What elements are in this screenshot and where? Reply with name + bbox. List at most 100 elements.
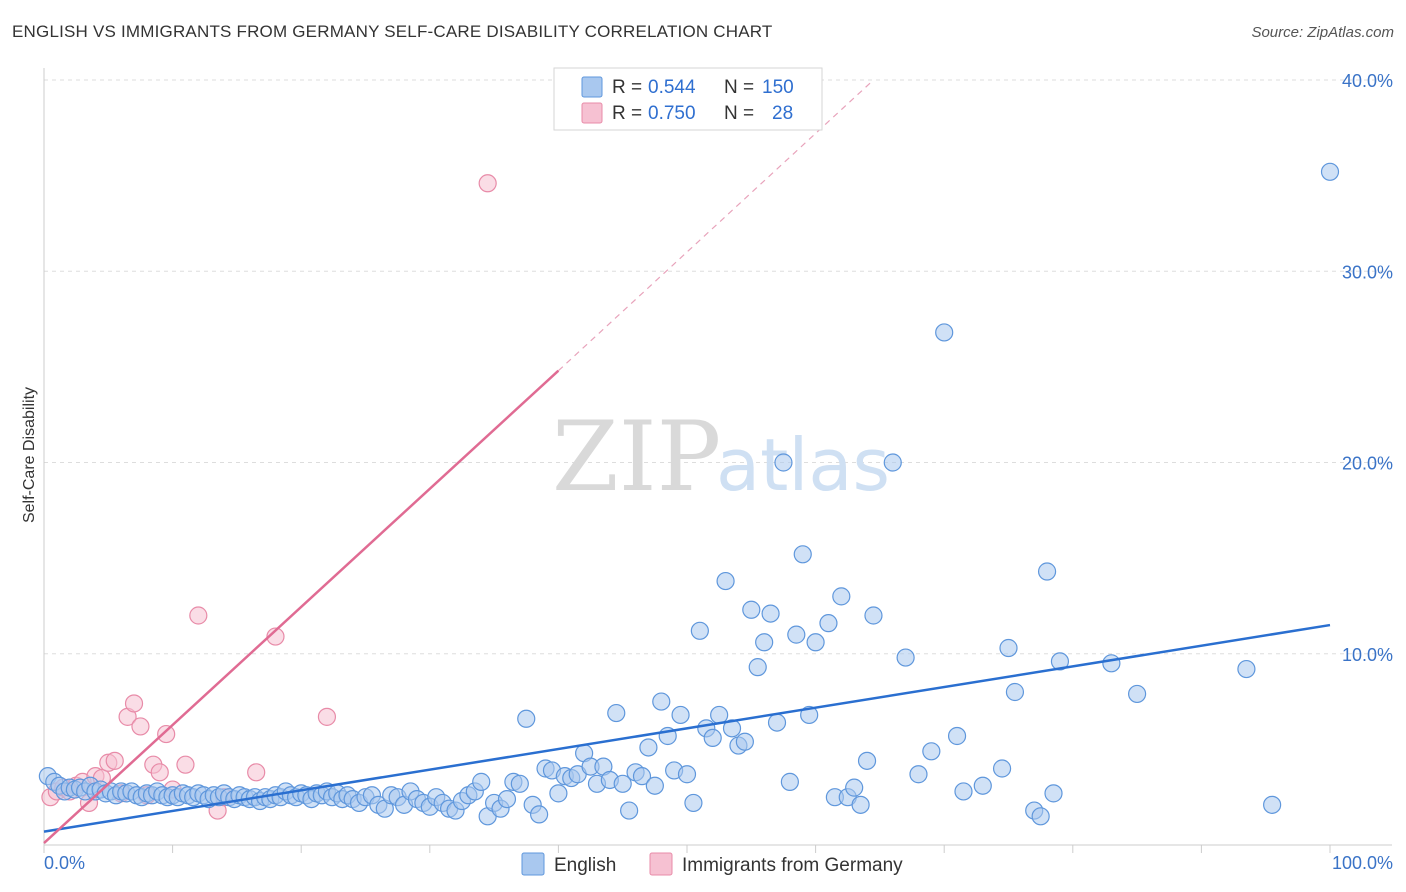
german-point (266, 627, 285, 646)
english-point (497, 789, 517, 809)
german-point (131, 717, 150, 736)
english-n-value: 150 (762, 77, 794, 98)
y-tick-label-1: 20.0% (1342, 454, 1393, 474)
german-n-label: N = (724, 103, 754, 124)
english-point (735, 732, 754, 751)
english-point (549, 784, 568, 803)
english-trend-line (43, 623, 1331, 833)
german-r-value: 0.750 (648, 103, 696, 124)
y-tick-labels: 10.0% 20.0% 30.0% 40.0% (1342, 71, 1393, 665)
german-point (157, 724, 176, 744)
english-point (896, 648, 915, 667)
english-point (1037, 562, 1057, 581)
german-point (478, 174, 497, 193)
german-point (317, 707, 337, 726)
english-point (1031, 807, 1050, 826)
english-point (864, 606, 883, 625)
english-point (793, 545, 812, 564)
english-point (800, 705, 819, 725)
english-point (755, 633, 774, 652)
german-point (247, 763, 266, 782)
english-point (510, 774, 529, 793)
bottom-legend-english-swatch (521, 852, 545, 876)
english-point (690, 621, 709, 640)
english-point (1005, 682, 1025, 702)
bottom-legend-english-label: English (554, 855, 616, 876)
english-point (722, 719, 742, 738)
english-point (806, 633, 825, 652)
german-point (189, 606, 208, 625)
english-point (703, 728, 722, 748)
english-point (1044, 784, 1063, 803)
english-r-label: R = (612, 77, 642, 98)
grid-lines (44, 79, 1392, 655)
english-point (652, 692, 671, 711)
german-trend-line (43, 369, 560, 845)
english-point (742, 600, 761, 619)
english-point (973, 776, 992, 795)
english-point (710, 705, 729, 725)
bottom-legend: English Immigrants from Germany (521, 852, 903, 876)
english-point (684, 793, 703, 813)
english-point (1237, 659, 1256, 679)
x-tick-label-1: 100.0% (1332, 853, 1393, 873)
english-point (677, 765, 697, 784)
english-point (780, 772, 799, 791)
english-point (774, 453, 793, 472)
english-point (954, 782, 973, 801)
english-point (517, 709, 536, 728)
english-point (845, 778, 864, 797)
english-point (639, 738, 658, 757)
watermark: ZIP atlas (552, 401, 890, 513)
chart-title: ENGLISH VS IMMIGRANTS FROM GERMANY SELF-… (12, 22, 773, 41)
english-point (999, 638, 1018, 658)
english-point (819, 614, 838, 633)
english-point (671, 705, 690, 725)
y-tick-label-0: 10.0% (1342, 645, 1393, 665)
english-point (607, 703, 626, 723)
english-point (922, 742, 941, 761)
english-point (1102, 654, 1121, 673)
english-point (632, 767, 652, 786)
english-legend-swatch (581, 76, 603, 98)
y-axis-label: Self-Care Disability (21, 387, 38, 523)
english-point (851, 795, 870, 814)
english-point (787, 625, 806, 644)
german-n-value: 28 (772, 103, 793, 124)
german-point (105, 751, 124, 770)
english-point (832, 587, 851, 606)
y-tick-label-2: 30.0% (1342, 262, 1393, 282)
english-n-label: N = (724, 77, 754, 98)
english-point (1050, 652, 1070, 671)
chart-source: Source: ZipAtlas.com (1251, 24, 1394, 41)
german-r-label: R = (612, 103, 642, 124)
english-point (620, 801, 639, 820)
english-point (716, 571, 735, 591)
english-point (1127, 684, 1147, 704)
english-point (1320, 162, 1340, 181)
english-point (767, 713, 787, 732)
english-point (935, 323, 954, 342)
english-point (992, 759, 1012, 778)
english-point (761, 604, 780, 623)
watermark-zip: ZIP (552, 401, 721, 513)
stats-legend: R = 0.544 N = 150 R = 0.750 N = 28 (553, 67, 823, 131)
english-point (645, 776, 664, 795)
bottom-legend-german-swatch (649, 852, 673, 876)
english-point (857, 751, 877, 770)
english-point (472, 772, 491, 791)
german-point (124, 694, 144, 713)
english-point (909, 765, 928, 784)
y-tick-label-3: 40.0% (1342, 71, 1393, 91)
watermark-atlas: atlas (716, 423, 890, 507)
english-point (1263, 795, 1282, 814)
axes (43, 68, 1392, 853)
english-point (748, 658, 767, 677)
bottom-legend-german-label: Immigrants from Germany (682, 855, 903, 876)
english-point (883, 453, 902, 472)
german-point (150, 763, 169, 782)
german-point (176, 755, 195, 774)
english-point (613, 774, 632, 793)
x-tick-label-0: 0.0% (44, 853, 85, 873)
